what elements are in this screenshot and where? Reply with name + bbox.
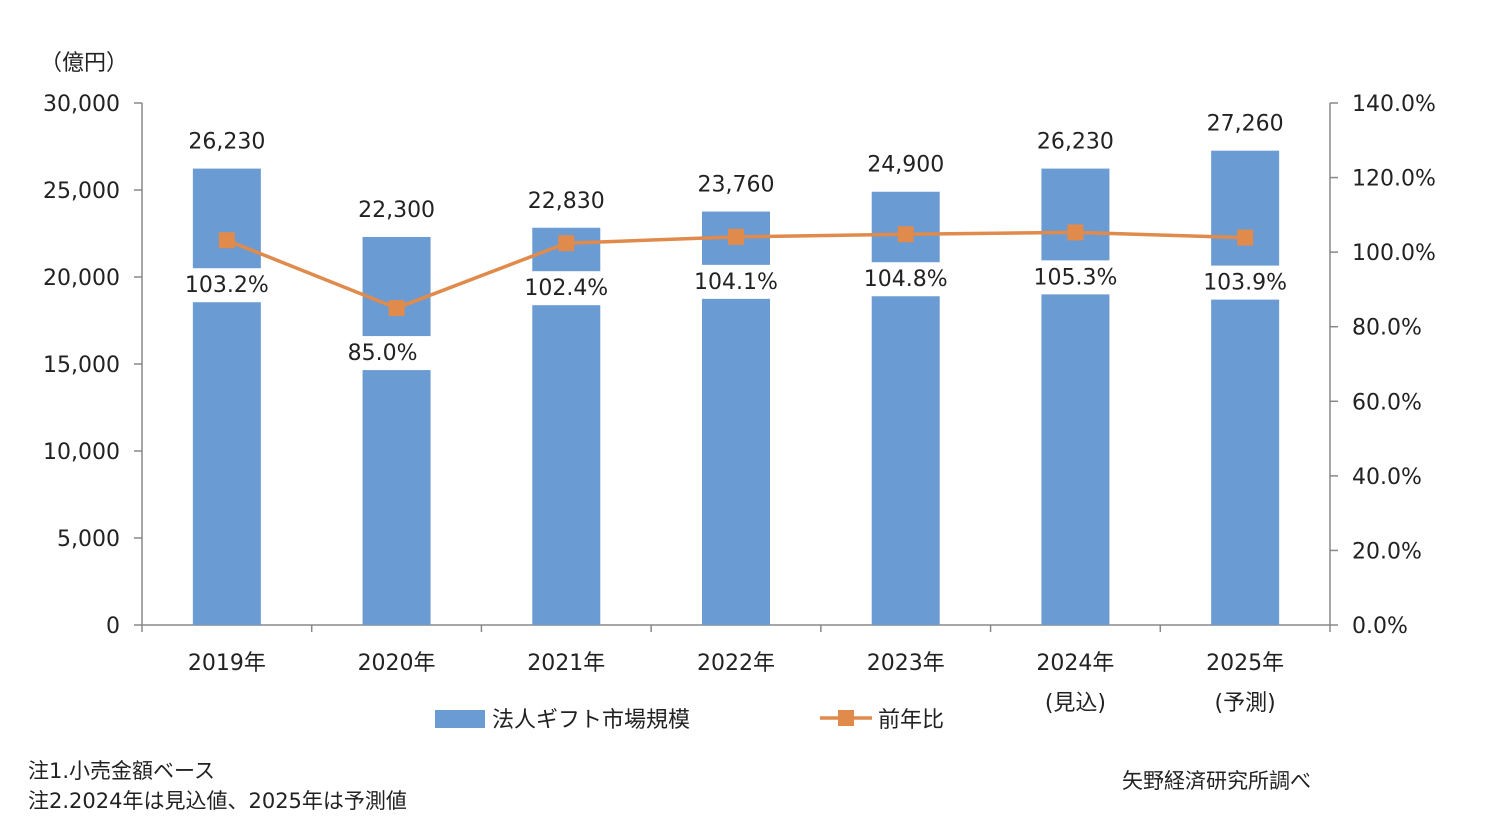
bar-value-label: 26,230 <box>188 130 265 155</box>
yoy-marker <box>218 232 235 249</box>
y2-tick-label: 60.0% <box>1352 390 1422 415</box>
source-credit: 矢野経済研究所調べ <box>1122 769 1311 793</box>
legend-swatch-marker <box>838 710 854 726</box>
yoy-value-label: 103.9% <box>1203 271 1287 296</box>
bar-value-label: 27,260 <box>1207 112 1284 137</box>
y2-tick-label: 20.0% <box>1352 539 1422 564</box>
note-1: 注1.小売金額ベース <box>28 759 215 783</box>
y2-tick-label: 120.0% <box>1352 167 1436 192</box>
y-tick-label: 5,000 <box>57 527 120 552</box>
bar <box>1211 150 1280 625</box>
pct-label-bg <box>504 271 629 306</box>
yoy-value-label: 104.1% <box>694 270 778 295</box>
y-tick-label: 25,000 <box>43 179 120 204</box>
y2-tick-label: 140.0% <box>1352 92 1436 117</box>
pct-label-bg <box>843 262 968 297</box>
pct-label-bg <box>334 336 459 371</box>
y-tick-label: 0 <box>106 614 120 639</box>
bar-value-label: 22,300 <box>358 198 435 223</box>
bar-value-label: 26,230 <box>1037 130 1114 155</box>
yoy-marker <box>388 300 405 317</box>
bar-value-label: 22,830 <box>528 189 605 214</box>
yoy-value-label: 102.4% <box>524 276 608 301</box>
yoy-value-label: 104.8% <box>864 267 948 292</box>
yoy-marker <box>1067 224 1084 241</box>
bar-value-label: 24,900 <box>867 153 944 178</box>
yoy-value-label: 103.2% <box>185 273 269 298</box>
notes: 注1.小売金額ベース 注2.2024年は見込値、2025年は予測値 <box>28 756 407 816</box>
x-tick-label: 2025年 <box>1206 651 1284 676</box>
x-tick-sublabel: (見込) <box>1045 691 1106 716</box>
pct-label-bg <box>1013 260 1138 295</box>
pct-label-bg <box>1183 265 1308 300</box>
legend-label-bars: 法人ギフト市場規模 <box>492 708 690 733</box>
y-axis-unit: （億円） <box>40 51 128 76</box>
yoy-marker <box>1237 229 1254 246</box>
x-tick-label: 2022年 <box>697 651 775 676</box>
x-tick-label: 2021年 <box>527 651 605 676</box>
y2-tick-label: 40.0% <box>1352 465 1422 490</box>
y-tick-label: 20,000 <box>43 266 120 291</box>
x-tick-label: 2020年 <box>358 651 436 676</box>
yoy-value-label: 105.3% <box>1033 265 1117 290</box>
bar <box>871 191 940 626</box>
pct-label-bg <box>674 264 798 299</box>
yoy-marker <box>558 235 575 252</box>
y-tick-label: 30,000 <box>43 92 120 117</box>
note-2: 注2.2024年は見込値、2025年は予測値 <box>28 789 407 813</box>
y-tick-label: 15,000 <box>43 353 120 378</box>
legend-label-line: 前年比 <box>878 708 944 733</box>
pct-label-bg <box>164 268 289 303</box>
chart: 0 5,000 10,000 15,000 20,000 25,000 30,000 0.0%… <box>40 51 1436 733</box>
x-tick-label: 2023年 <box>867 651 945 676</box>
legend-swatch-bars <box>435 710 485 728</box>
bar <box>1041 168 1110 625</box>
y2-tick-label: 80.0% <box>1352 316 1422 341</box>
yoy-value-label: 85.0% <box>348 341 418 366</box>
x-tick-label: 2019年 <box>188 651 266 676</box>
y2-tick-label: 0.0% <box>1352 614 1408 639</box>
yoy-marker <box>728 228 744 245</box>
y2-tick-label: 100.0% <box>1352 241 1436 266</box>
x-tick-label: 2024年 <box>1036 651 1114 676</box>
bar-value-label: 23,760 <box>698 173 775 198</box>
y-tick-label: 10,000 <box>43 440 120 465</box>
bar <box>362 236 431 626</box>
yoy-marker <box>897 226 914 243</box>
x-tick-sublabel: (予測) <box>1215 691 1276 716</box>
